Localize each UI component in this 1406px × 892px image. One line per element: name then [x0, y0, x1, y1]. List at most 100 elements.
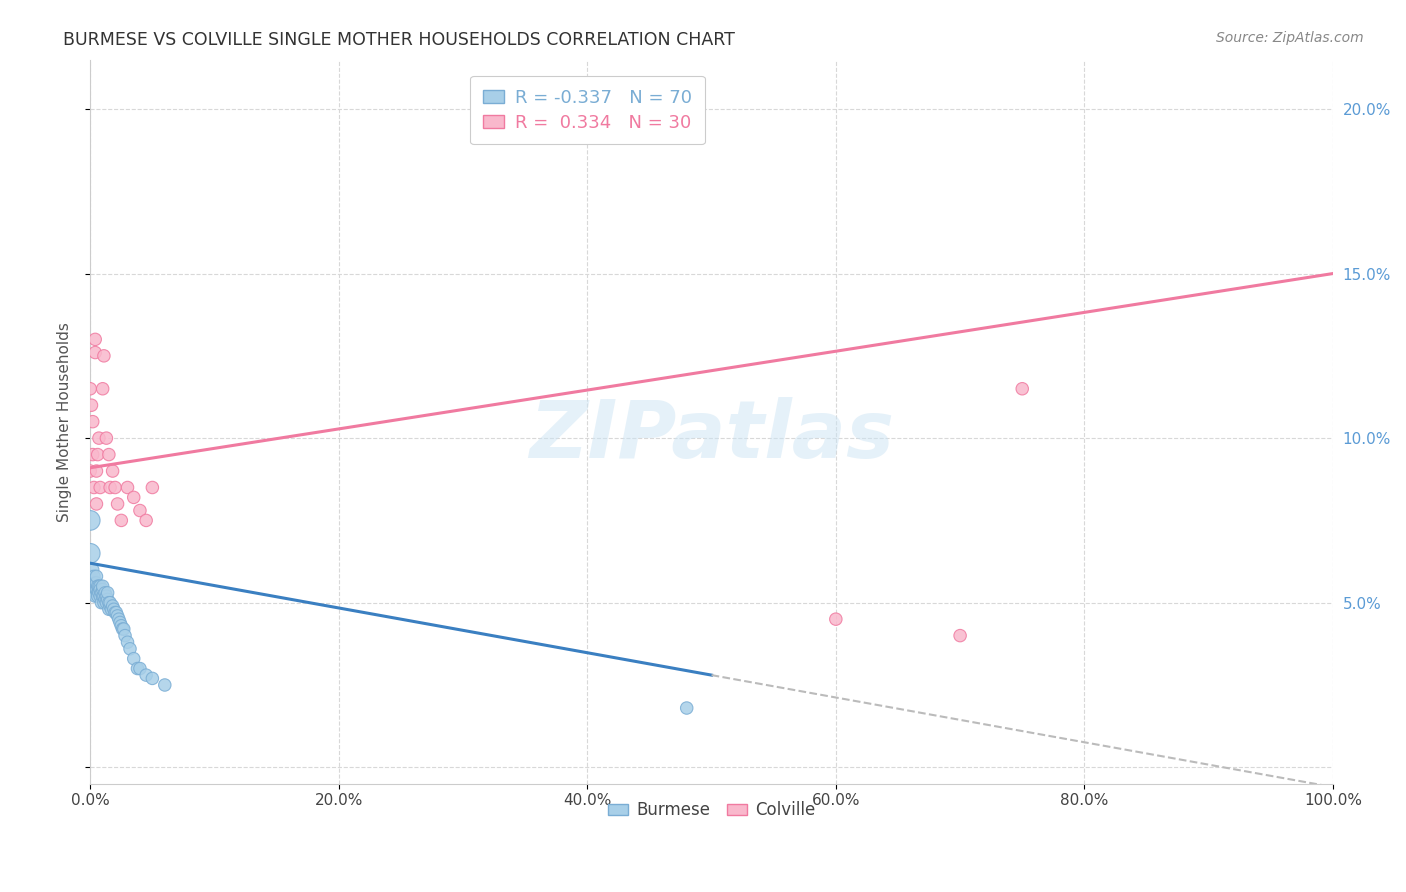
Point	[84, 582, 107, 597]
Point	[93, 349, 115, 363]
Point	[122, 491, 145, 505]
Point	[86, 589, 108, 603]
Point	[80, 576, 103, 591]
Point	[91, 589, 114, 603]
Point	[79, 546, 101, 560]
Point	[86, 586, 108, 600]
Point	[83, 481, 105, 495]
Point	[84, 576, 107, 591]
Point	[129, 503, 152, 517]
Point	[141, 481, 163, 495]
Point	[80, 582, 103, 597]
Point	[84, 332, 107, 346]
Point	[86, 579, 108, 593]
Point	[98, 596, 121, 610]
Point	[824, 612, 846, 626]
Point	[91, 582, 114, 597]
Point	[101, 464, 124, 478]
Point	[86, 579, 108, 593]
Point	[90, 586, 112, 600]
Point	[105, 606, 128, 620]
Point	[108, 615, 131, 630]
Point	[110, 513, 132, 527]
Point	[90, 596, 112, 610]
Point	[141, 672, 163, 686]
Point	[80, 398, 103, 412]
Point	[94, 586, 117, 600]
Point	[110, 619, 132, 633]
Point	[87, 586, 110, 600]
Point	[104, 481, 127, 495]
Point	[93, 596, 115, 610]
Point	[87, 431, 110, 445]
Y-axis label: Single Mother Households: Single Mother Households	[58, 322, 72, 522]
Point	[94, 592, 117, 607]
Point	[80, 579, 103, 593]
Point	[82, 573, 104, 587]
Point	[107, 608, 129, 623]
Point	[949, 629, 972, 643]
Point	[153, 678, 176, 692]
Point	[98, 481, 121, 495]
Point	[79, 569, 101, 583]
Point	[82, 448, 104, 462]
Point	[86, 582, 108, 597]
Point	[135, 668, 157, 682]
Point	[129, 661, 152, 675]
Point	[97, 596, 120, 610]
Point	[101, 599, 124, 613]
Point	[84, 345, 107, 359]
Text: ZIPatlas: ZIPatlas	[529, 397, 894, 475]
Point	[122, 651, 145, 665]
Point	[103, 602, 125, 616]
Point	[104, 606, 127, 620]
Point	[84, 579, 107, 593]
Point	[97, 586, 120, 600]
Point	[96, 589, 118, 603]
Point	[87, 579, 110, 593]
Point	[91, 579, 114, 593]
Point	[100, 602, 122, 616]
Point	[91, 382, 114, 396]
Point	[97, 592, 120, 607]
Point	[82, 415, 104, 429]
Point	[107, 497, 129, 511]
Point	[117, 635, 139, 649]
Point	[1011, 382, 1033, 396]
Point	[97, 602, 120, 616]
Point	[98, 599, 121, 613]
Point	[79, 382, 101, 396]
Point	[127, 661, 149, 675]
Point	[112, 622, 135, 636]
Point	[82, 579, 104, 593]
Point	[97, 448, 120, 462]
Point	[84, 586, 107, 600]
Point	[675, 701, 697, 715]
Point	[96, 431, 118, 445]
Point	[83, 576, 105, 591]
Point	[89, 481, 111, 495]
Point	[96, 596, 118, 610]
Point	[117, 481, 139, 495]
Point	[111, 622, 134, 636]
Point	[86, 497, 108, 511]
Point	[83, 582, 105, 597]
Point	[82, 563, 104, 577]
Point	[114, 629, 136, 643]
Point	[86, 576, 108, 591]
Point	[79, 513, 101, 527]
Point	[83, 569, 105, 583]
Point	[86, 569, 108, 583]
Point	[86, 448, 108, 462]
Point	[82, 586, 104, 600]
Text: BURMESE VS COLVILLE SINGLE MOTHER HOUSEHOLDS CORRELATION CHART: BURMESE VS COLVILLE SINGLE MOTHER HOUSEH…	[63, 31, 735, 49]
Point	[89, 582, 111, 597]
Point	[118, 641, 141, 656]
Text: Source: ZipAtlas.com: Source: ZipAtlas.com	[1216, 31, 1364, 45]
Legend: Burmese, Colville: Burmese, Colville	[602, 795, 823, 826]
Point	[108, 612, 131, 626]
Point	[135, 513, 157, 527]
Point	[84, 589, 107, 603]
Point	[89, 589, 111, 603]
Point	[93, 589, 115, 603]
